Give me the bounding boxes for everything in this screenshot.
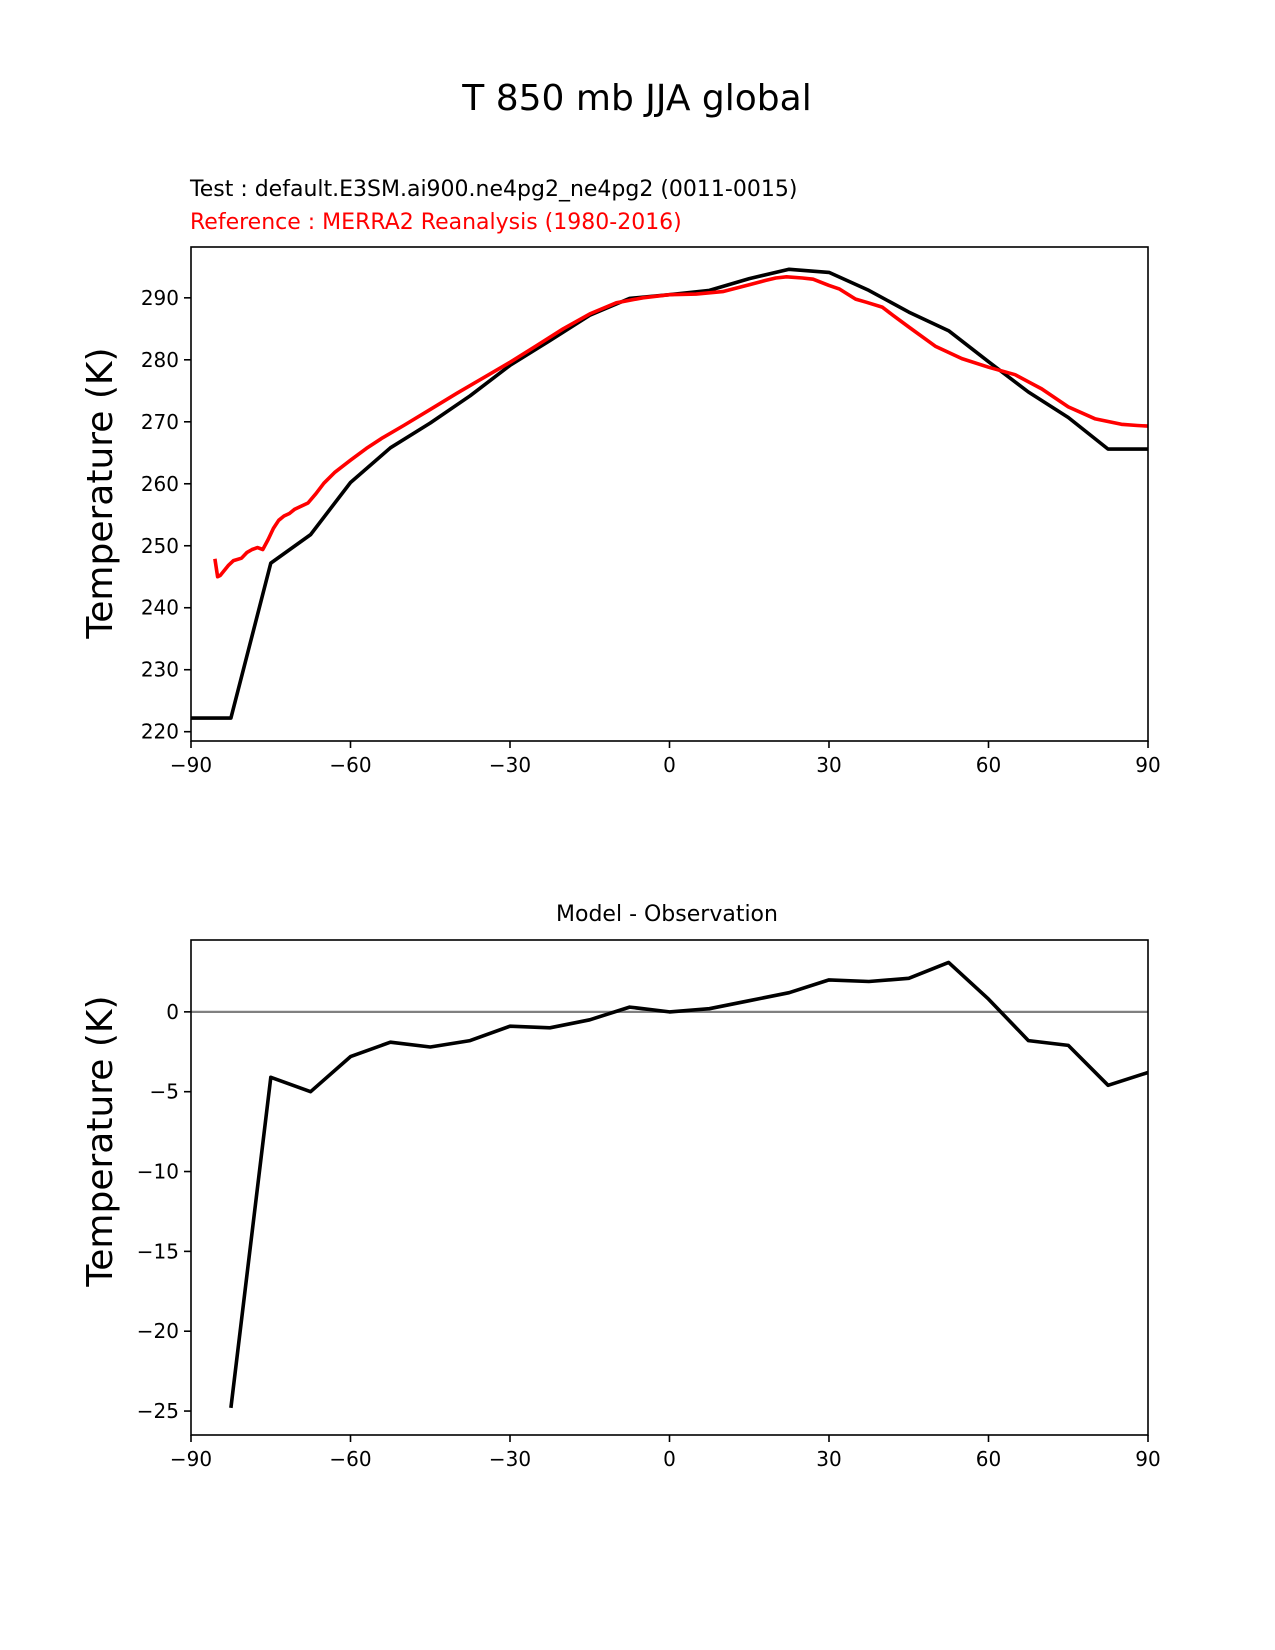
top-x-tick-label: −90: [170, 753, 212, 777]
top-y-tick-label: 270: [141, 410, 179, 434]
bottom-y-tick-label: −5: [150, 1080, 179, 1104]
top-panel: Test : default.E3SM.ai900.ne4pg2_ne4pg2 …: [80, 177, 1161, 777]
top-test-line: [191, 267, 1148, 720]
bottom-model-observation-line: [229, 960, 1149, 1409]
top-y-tick-label: 250: [141, 534, 179, 558]
top-x-tick-label: 0: [663, 753, 676, 777]
top-x-tick-label: −60: [329, 753, 371, 777]
top-y-tick-label: 280: [141, 348, 179, 372]
top-y-axis-label: Temperature (K): [80, 347, 121, 639]
top-y-tick-label: 220: [141, 720, 179, 744]
bottom-y-tick-label: −15: [137, 1239, 179, 1263]
bottom-x-tick-label: −30: [489, 1447, 531, 1471]
bottom-title: Model - Observation: [556, 902, 778, 927]
bottom-x-tick-label: 60: [976, 1447, 1001, 1471]
bottom-y-tick-label: 0: [166, 1000, 179, 1024]
test-label: Test : default.E3SM.ai900.ne4pg2_ne4pg2 …: [189, 177, 797, 202]
bottom-panel: Model - Observation Temperature (K) −90 −…: [80, 902, 1161, 1471]
bottom-x-tick-label: −60: [329, 1447, 371, 1471]
reference-label: Reference : MERRA2 Reanalysis (1980-2016…: [190, 210, 682, 235]
top-y-tick-label: 240: [141, 596, 179, 620]
bottom-x-tick-label: 0: [663, 1447, 676, 1471]
bottom-x-tick-label: 90: [1135, 1447, 1160, 1471]
top-x-tick-label: 60: [976, 753, 1001, 777]
top-y-tick-label: 230: [141, 658, 179, 682]
figure-title: T 850 mb JJA global: [461, 78, 811, 119]
top-x-tick-label: −30: [489, 753, 531, 777]
bottom-x-tick-label: 30: [816, 1447, 841, 1471]
bottom-y-tick-label: −10: [137, 1160, 179, 1184]
top-y-tick-label: 290: [141, 286, 179, 310]
bottom-x-tick-label: −90: [170, 1447, 212, 1471]
top-y-tick-label: 260: [141, 472, 179, 496]
top-reference-line: [213, 274, 1149, 579]
bottom-y-tick-label: −25: [137, 1399, 179, 1423]
bottom-y-axis-label: Temperature (K): [80, 995, 121, 1287]
bottom-y-tick-label: −20: [137, 1319, 179, 1343]
top-axes-frame: [190, 246, 1149, 742]
top-x-tick-label: 30: [816, 753, 841, 777]
top-x-tick-label: 90: [1135, 753, 1160, 777]
